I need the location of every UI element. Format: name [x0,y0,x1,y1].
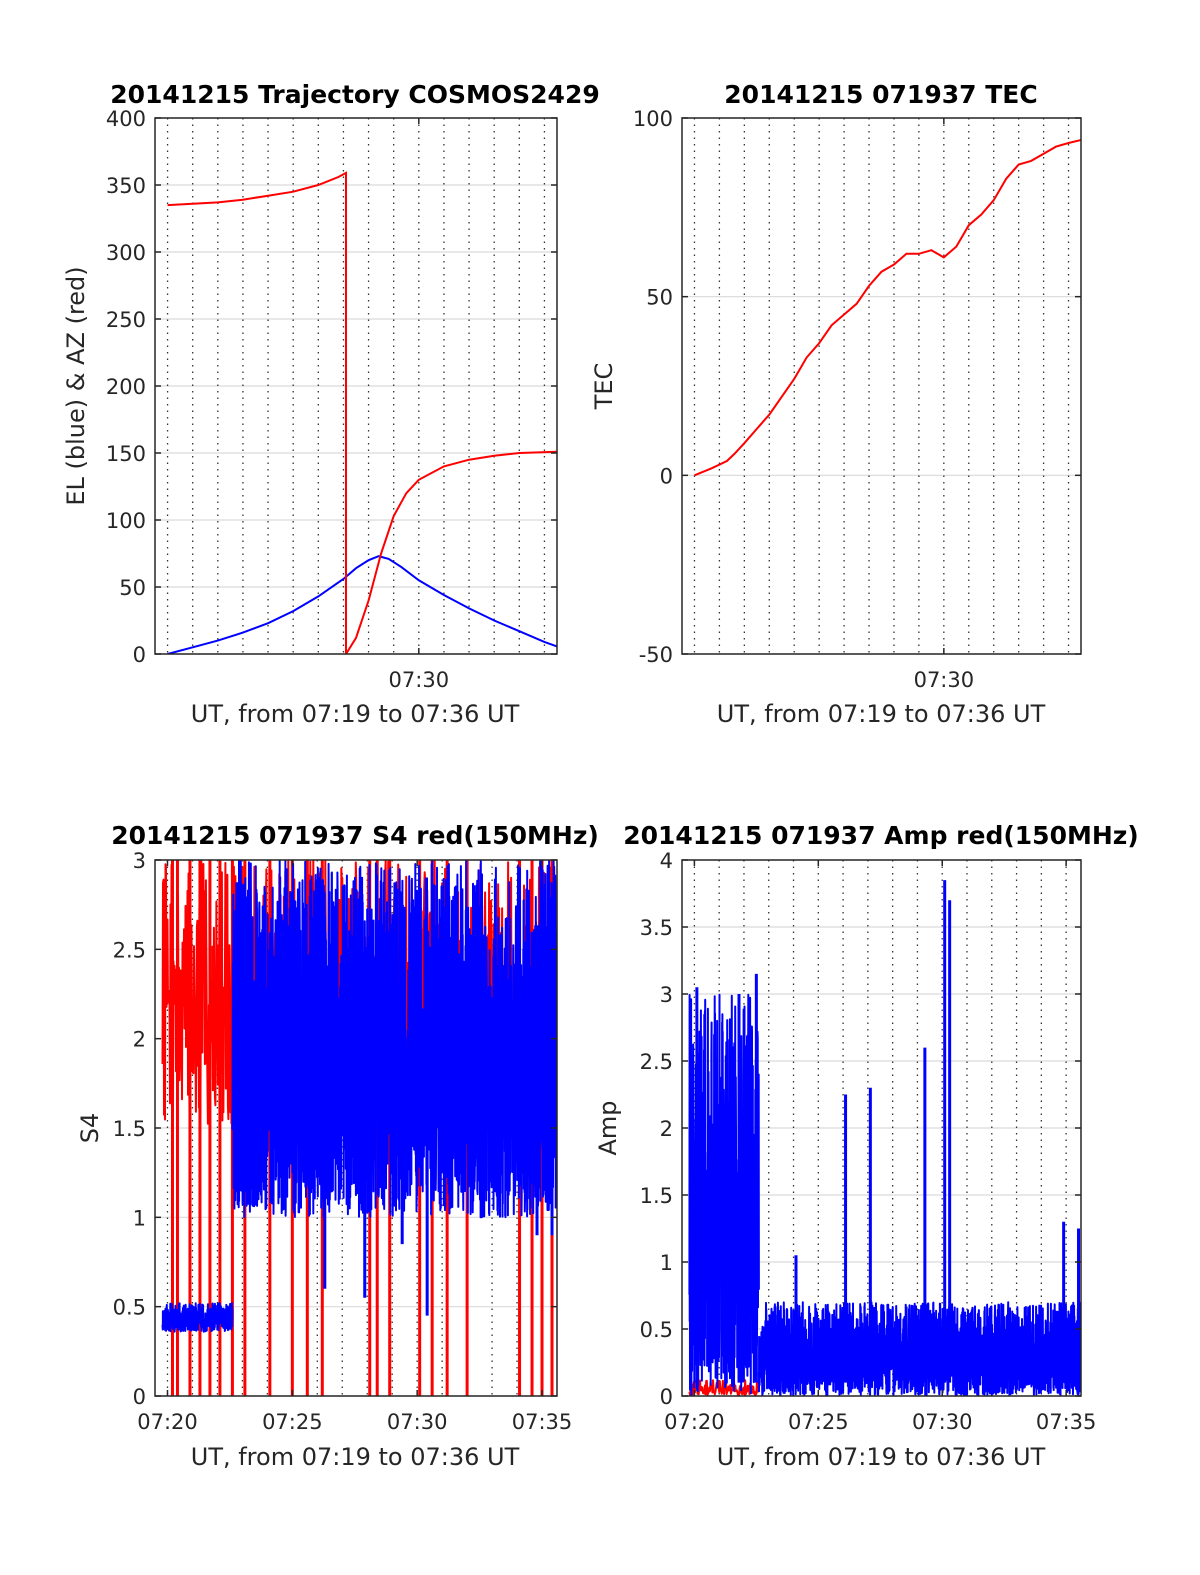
s4-plot-area: 0 0.5 1 1.5 2 2.5 3 07:20 07:25 07:30 07:35 [113,849,573,1434]
y-tick-label: 0 [133,643,146,667]
amp-plot-area: 0 0.5 1 1.5 2 2.5 3 3.5 4 07:20 07:25 07:30 07:35 [640,849,1097,1434]
x-tick-label: 07:25 [262,1410,323,1434]
series-line [167,555,557,654]
x-tick-label: 07:30 [387,1410,448,1434]
y-tick-label: 2 [660,1117,673,1141]
s4-ylabel: S4 [76,1113,104,1144]
y-tick-label: 3 [133,849,146,873]
x-tick-label: 07:35 [1036,1410,1097,1434]
series-group [694,138,1081,477]
tec-title: 20141215 071937 TEC [724,80,1037,109]
y-tick-label: 150 [106,442,146,466]
trajectory-xlabel: UT, from 07:19 to 07:36 UT [191,700,520,728]
trajectory-panel: 20141215 Trajectory COSMOS2429 UT, from … [62,80,600,728]
y-tick-label: 0 [660,1385,673,1409]
trajectory-title: 20141215 Trajectory COSMOS2429 [110,80,600,109]
s4-title: 20141215 071937 S4 red(150MHz) [111,821,599,850]
y-tick-label: 2.5 [640,1050,673,1074]
y-tick-label: 200 [106,375,146,399]
amp-title: 20141215 071937 Amp red(150MHz) [623,821,1139,850]
y-tick-label: 100 [633,107,673,131]
y-tick-label: 1.5 [113,1117,146,1141]
series-line [694,138,1081,477]
tec-ylabel: TEC [590,363,618,411]
tec-panel: 20141215 071937 TEC UT, from 07:19 to 07… [590,80,1082,728]
tec-plot-area: -50 0 50 100 07:30 [633,107,1082,692]
trajectory-ylabel: EL (blue) & AZ (red) [62,266,90,505]
y-tick-label: 3 [660,983,673,1007]
axes-box [681,117,1082,655]
series-trace [688,993,1081,1396]
trajectory-plot-area: 0 50 100 150 200 250 300 350 400 07:30 [106,107,558,692]
y-tick-label: 350 [106,174,146,198]
x-tick-label: 07:30 [914,668,975,692]
tec-xlabel: UT, from 07:19 to 07:36 UT [717,700,1046,728]
amp-panel: 20141215 071937 Amp red(150MHz) UT, from… [594,821,1139,1471]
amp-ylabel: Amp [594,1100,622,1155]
y-tick-label: 2.5 [113,938,146,962]
series-line [167,171,557,654]
y-tick-label: 50 [119,576,146,600]
x-tick-label: 07:25 [788,1410,849,1434]
y-tick-label: 250 [106,308,146,332]
series-group [688,880,1081,1396]
y-tick-label: -50 [639,643,673,667]
series-group [161,860,557,1396]
x-tick-label: 07:30 [912,1410,973,1434]
y-tick-label: 1 [133,1206,146,1230]
series-group [167,171,557,654]
y-tick-label: 300 [106,241,146,265]
x-tick-label: 07:20 [137,1410,198,1434]
y-tick-label: 50 [646,286,673,310]
x-tick-label: 07:20 [664,1410,725,1434]
series-trace [688,1379,761,1396]
series-trace [161,860,557,1333]
x-tick-label: 07:30 [389,668,450,692]
y-tick-label: 1.5 [640,1184,673,1208]
y-tick-label: 100 [106,509,146,533]
y-tick-label: 0 [133,1385,146,1409]
s4-panel: 20141215 071937 S4 red(150MHz) UT, from … [76,821,599,1471]
y-tick-label: 400 [106,107,146,131]
y-tick-label: 0 [660,464,673,488]
y-tick-label: 3.5 [640,916,673,940]
x-tick-label: 07:35 [512,1410,573,1434]
y-tick-label: 4 [660,849,673,873]
y-tick-label: 1 [660,1251,673,1275]
y-tick-label: 0.5 [640,1318,673,1342]
y-tick-label: 2 [133,1028,146,1052]
y-tick-label: 0.5 [113,1296,146,1320]
s4-xlabel: UT, from 07:19 to 07:36 UT [191,1443,520,1471]
amp-xlabel: UT, from 07:19 to 07:36 UT [717,1443,1046,1471]
